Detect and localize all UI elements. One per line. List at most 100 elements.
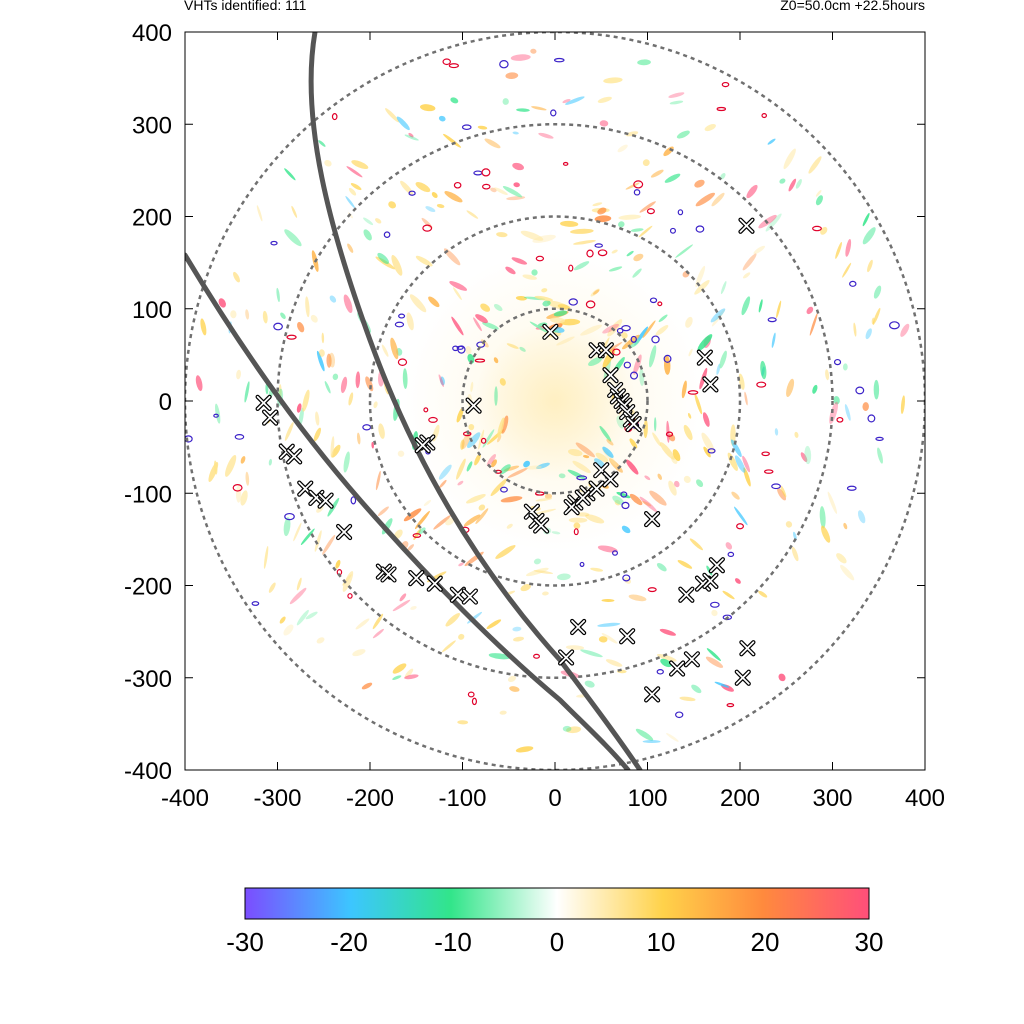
field-streak: [314, 530, 322, 552]
y-tick-label: -400: [124, 758, 172, 785]
vht-contour: [649, 297, 658, 304]
vht-contour: [767, 317, 777, 323]
field-streak: [551, 531, 561, 535]
y-tick-label: -300: [124, 666, 172, 693]
field-streak: [316, 637, 325, 644]
field-streak: [836, 553, 847, 564]
field-streak: [618, 221, 625, 228]
field-streak: [404, 668, 414, 678]
vht-marker: [542, 323, 559, 340]
field-streak: [566, 726, 582, 734]
field-streak: [629, 493, 643, 506]
field-streak: [305, 611, 318, 620]
field-streak: [531, 106, 547, 111]
field-streak: [779, 178, 786, 184]
field-streak: [300, 528, 315, 546]
field-streak: [642, 159, 650, 167]
vht-contour: [461, 124, 472, 131]
field-streak: [550, 317, 565, 324]
vht-contour: [656, 669, 664, 675]
field-streak: [598, 636, 608, 643]
field-streak: [296, 577, 302, 591]
vht-contour: [273, 322, 283, 331]
field-streak: [495, 545, 516, 559]
field-streak: [381, 344, 389, 357]
field-streak: [533, 570, 553, 574]
field-streak: [534, 508, 557, 515]
field-streak: [363, 217, 374, 226]
field-streak: [458, 562, 465, 567]
field-streak: [235, 485, 242, 503]
field-streak: [742, 455, 751, 473]
field-streak: [585, 514, 605, 524]
field-streak: [597, 96, 612, 103]
field-streak: [565, 645, 585, 650]
field-streak: [601, 633, 618, 644]
vht-contour: [286, 334, 297, 340]
field-streak: [900, 323, 910, 337]
vht-contour: [665, 431, 674, 437]
field-streak: [719, 350, 727, 369]
field-streak: [657, 473, 663, 480]
field-streak: [515, 295, 527, 301]
vht-contour: [621, 501, 630, 510]
field-streak: [377, 506, 389, 517]
field-streak: [694, 280, 710, 295]
field-streak: [582, 454, 590, 459]
field-streak: [480, 303, 491, 312]
field-streak: [529, 321, 548, 333]
field-streak: [588, 356, 603, 367]
field-streak: [696, 479, 704, 488]
field-streak: [394, 529, 403, 540]
field-streak: [625, 182, 640, 190]
field-streak: [324, 159, 332, 167]
field-streak: [542, 300, 551, 307]
vht-contour: [423, 407, 429, 413]
vht-contour: [763, 469, 774, 474]
vht-contour: [576, 475, 588, 481]
field-streak: [336, 444, 341, 452]
field-streak: [617, 144, 628, 153]
field-streak: [644, 475, 651, 481]
vht-contour: [761, 112, 768, 119]
field-streak: [742, 253, 757, 271]
vht-contour: [499, 60, 509, 69]
field-streak: [597, 545, 618, 553]
x-tick-label: 300: [812, 785, 852, 812]
vht-contour: [812, 225, 822, 232]
field-streak: [502, 98, 509, 105]
vht-contour: [633, 189, 641, 196]
vht-contour: [836, 416, 844, 423]
field-streak: [284, 168, 296, 181]
field-streak: [378, 423, 385, 439]
field-streak: [213, 460, 218, 475]
vht-contour: [350, 496, 357, 505]
field-streak: [637, 59, 651, 66]
vht-contour: [398, 313, 406, 319]
vht-marker: [336, 523, 353, 541]
field-streak: [553, 310, 568, 317]
field-streak: [332, 373, 339, 381]
field-streak: [533, 558, 542, 565]
colorbar-tick-label: -10: [434, 927, 472, 957]
field-streak: [562, 99, 571, 104]
field-streak: [592, 289, 600, 295]
vht-contour: [633, 180, 644, 189]
field-streak: [562, 725, 572, 732]
vht-contour: [736, 523, 744, 530]
field-streak: [468, 423, 475, 431]
vht-contour: [875, 436, 884, 442]
colorbar-tick-label: 10: [647, 927, 676, 957]
field-streak: [302, 389, 310, 412]
field-streak: [356, 432, 361, 445]
field-streak: [313, 427, 322, 442]
field-streak: [675, 244, 693, 258]
field-streak: [505, 72, 519, 80]
field-streak: [808, 156, 822, 174]
field-streak: [862, 212, 870, 227]
vht-marker: [678, 586, 695, 603]
field-streak: [753, 245, 766, 255]
field-streak: [208, 462, 219, 482]
field-streak: [800, 452, 808, 463]
field-streak: [512, 131, 519, 135]
